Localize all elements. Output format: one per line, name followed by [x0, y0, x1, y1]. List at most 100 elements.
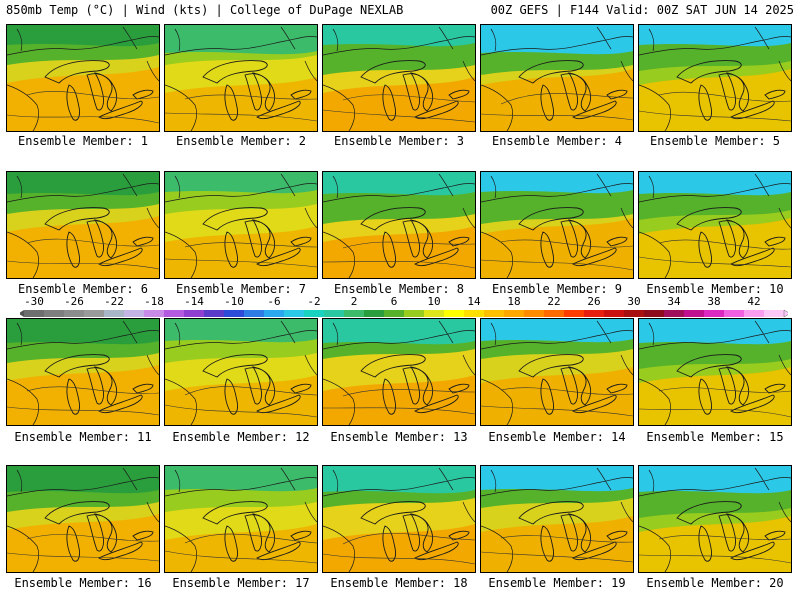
colorbar-segment: [24, 310, 45, 317]
colorbar-segment: [124, 310, 145, 317]
temperature-colorbar: -30 -26 -22 -18 -14 -10 -6 -2 2 6 10 14 18 22 26 30 34 38…: [20, 296, 788, 320]
temperature-map-image: [7, 319, 159, 425]
colorbar-segment: [464, 310, 485, 317]
colorbar-tick-label: 30: [627, 295, 641, 308]
colorbar-segment: [64, 310, 85, 317]
colorbar-segment: [244, 310, 265, 317]
colorbar-tick-label: 2: [350, 295, 358, 308]
colorbar-tick-label: 38: [707, 295, 721, 308]
colorbar-segment: [44, 310, 65, 317]
colorbar-right-arrow: [783, 309, 788, 318]
temperature-map-image: [639, 25, 791, 131]
ensemble-member-map: [638, 465, 792, 573]
colorbar-segment: [744, 310, 765, 317]
colorbar-tick-label: -2: [307, 295, 321, 308]
colorbar-segment: [384, 310, 405, 317]
colorbar-segment: [584, 310, 605, 317]
ensemble-member-map: [6, 24, 160, 132]
ensemble-member-label: Ensemble Member: 1: [17, 134, 149, 148]
colorbar-segment: [564, 310, 585, 317]
ensemble-member-map: [480, 171, 634, 279]
ensemble-member-map: [322, 171, 476, 279]
colorbar-segment: [324, 310, 345, 317]
ensemble-member-label: Ensemble Member: 5: [649, 134, 781, 148]
ensemble-member-map: [638, 24, 792, 132]
colorbar-segment: [104, 310, 125, 317]
ensemble-member-label: Ensemble Member: 6: [17, 282, 149, 296]
ensemble-member-label: Ensemble Member: 16: [14, 576, 152, 590]
colorbar-segment: [364, 310, 385, 317]
temperature-map-image: [7, 172, 159, 278]
colorbar-segment: [344, 310, 365, 317]
temperature-map-image: [481, 466, 633, 572]
ensemble-member-label: Ensemble Member: 19: [488, 576, 626, 590]
temperature-map-image: [165, 319, 317, 425]
colorbar-tick-label: -18: [144, 295, 164, 308]
ensemble-member-label: Ensemble Member: 13: [330, 430, 468, 444]
header-title: 850mb Temp (°C) | Wind (kts) | College o…: [6, 3, 404, 17]
ensemble-member-label: Ensemble Member: 18: [330, 576, 468, 590]
temperature-map-image: [639, 466, 791, 572]
colorbar-tick-label: 10: [427, 295, 441, 308]
colorbar-tick-label: -6: [267, 295, 281, 308]
temperature-map-image: [165, 25, 317, 131]
colorbar-tick-label: 34: [667, 295, 681, 308]
temperature-map-image: [323, 172, 475, 278]
colorbar-tick-label: 26: [587, 295, 601, 308]
temperature-map-image: [323, 466, 475, 572]
colorbar-segment: [484, 310, 505, 317]
temperature-map-image: [165, 466, 317, 572]
temperature-map-image: [481, 25, 633, 131]
ensemble-member-map: [638, 318, 792, 426]
colorbar-tick-label: -22: [104, 295, 124, 308]
ensemble-member-label: Ensemble Member: 14: [488, 430, 626, 444]
colorbar-segment: [524, 310, 545, 317]
ensemble-member-map: [6, 171, 160, 279]
colorbar-strip: [20, 309, 788, 318]
temperature-map-image: [323, 319, 475, 425]
colorbar-tick-label: 6: [390, 295, 398, 308]
colorbar-segment: [724, 310, 745, 317]
colorbar-segment: [404, 310, 425, 317]
ensemble-member-label: Ensemble Member: 15: [646, 430, 784, 444]
colorbar-tick-label: 14: [467, 295, 481, 308]
colorbar-tick-label: -30: [24, 295, 44, 308]
colorbar-tick-label: 22: [547, 295, 561, 308]
colorbar-segment: [264, 310, 285, 317]
ensemble-member-map: [6, 318, 160, 426]
temperature-map-image: [481, 319, 633, 425]
colorbar-segment: [664, 310, 685, 317]
colorbar-segment: [304, 310, 325, 317]
ensemble-member-label: Ensemble Member: 2: [175, 134, 307, 148]
ensemble-member-label: Ensemble Member: 17: [172, 576, 310, 590]
header-valid-time: 00Z GEFS | F144 Valid: 00Z SAT JUN 14 20…: [490, 3, 794, 17]
temperature-map-image: [7, 466, 159, 572]
colorbar-segment: [284, 310, 305, 317]
colorbar-segment: [144, 310, 165, 317]
ensemble-member-map: [164, 24, 318, 132]
ensemble-member-label: Ensemble Member: 10: [646, 282, 784, 296]
colorbar-segment: [424, 310, 445, 317]
colorbar-segment: [544, 310, 565, 317]
colorbar-segment: [644, 310, 665, 317]
colorbar-segment: [84, 310, 105, 317]
ensemble-member-map: [480, 465, 634, 573]
temperature-map-image: [165, 172, 317, 278]
colorbar-segment: [204, 310, 225, 317]
ensemble-member-map: [322, 318, 476, 426]
ensemble-member-label: Ensemble Member: 4: [491, 134, 623, 148]
temperature-map-image: [639, 319, 791, 425]
colorbar-tick-label: -26: [64, 295, 84, 308]
ensemble-member-map: [164, 318, 318, 426]
colorbar-segment: [184, 310, 205, 317]
colorbar-segment: [624, 310, 645, 317]
ensemble-member-map: [164, 465, 318, 573]
temperature-map-image: [323, 25, 475, 131]
ensemble-member-map: [480, 24, 634, 132]
colorbar-segment: [684, 310, 705, 317]
temperature-map-image: [481, 172, 633, 278]
ensemble-member-label: Ensemble Member: 3: [333, 134, 465, 148]
ensemble-member-map: [6, 465, 160, 573]
colorbar-segment: [704, 310, 725, 317]
colorbar-segment: [604, 310, 625, 317]
